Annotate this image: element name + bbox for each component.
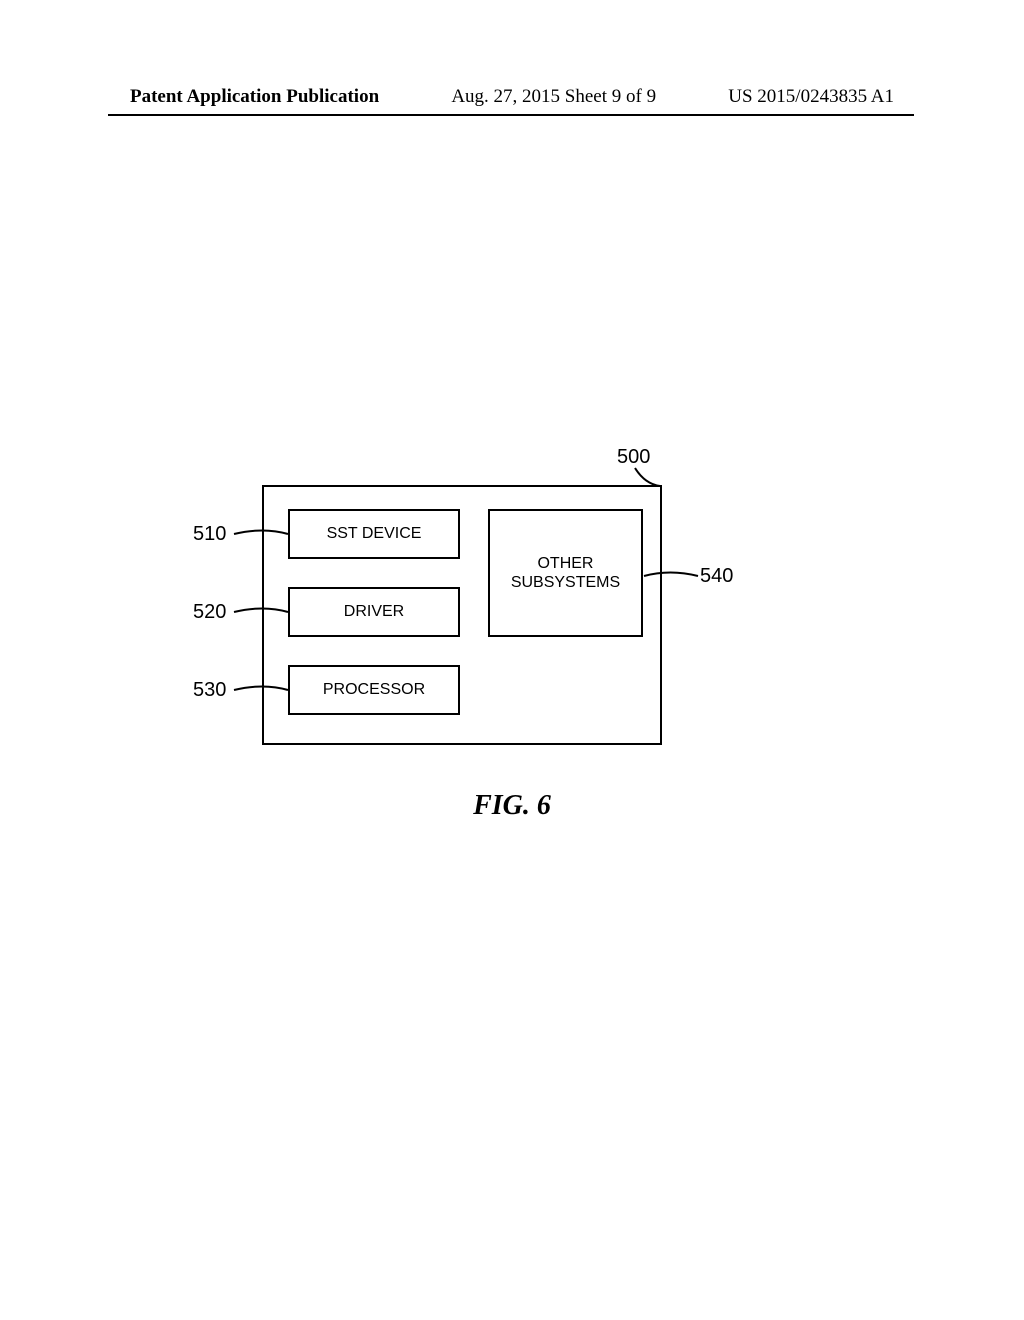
block-other-subsystems: OTHER SUBSYSTEMS — [488, 509, 643, 637]
block-label: SST DEVICE — [327, 524, 422, 543]
block-label: DRIVER — [344, 602, 404, 621]
lead-line-530 — [228, 677, 298, 707]
lead-line-540 — [640, 563, 710, 593]
ref-530: 530 — [193, 679, 226, 702]
block-label: PROCESSOR — [323, 680, 425, 699]
block-driver: DRIVER — [288, 587, 460, 637]
header-rule — [108, 114, 914, 116]
header-middle: Aug. 27, 2015 Sheet 9 of 9 — [451, 86, 656, 108]
header-right: US 2015/0243835 A1 — [728, 86, 894, 108]
block-sst-device: SST DEVICE — [288, 509, 460, 559]
lead-line-500 — [610, 460, 670, 500]
block-label: OTHER SUBSYSTEMS — [511, 554, 620, 592]
block-processor: PROCESSOR — [288, 665, 460, 715]
lead-line-520 — [228, 599, 298, 629]
header-left: Patent Application Publication — [130, 86, 379, 108]
page-header: Patent Application Publication Aug. 27, … — [0, 86, 1024, 108]
figure-6-diagram: SST DEVICE DRIVER PROCESSOR OTHER SUBSYS… — [262, 485, 662, 745]
lead-line-510 — [228, 521, 298, 551]
figure-caption: FIG. 6 — [0, 790, 1024, 822]
ref-510: 510 — [193, 523, 226, 546]
ref-520: 520 — [193, 601, 226, 624]
